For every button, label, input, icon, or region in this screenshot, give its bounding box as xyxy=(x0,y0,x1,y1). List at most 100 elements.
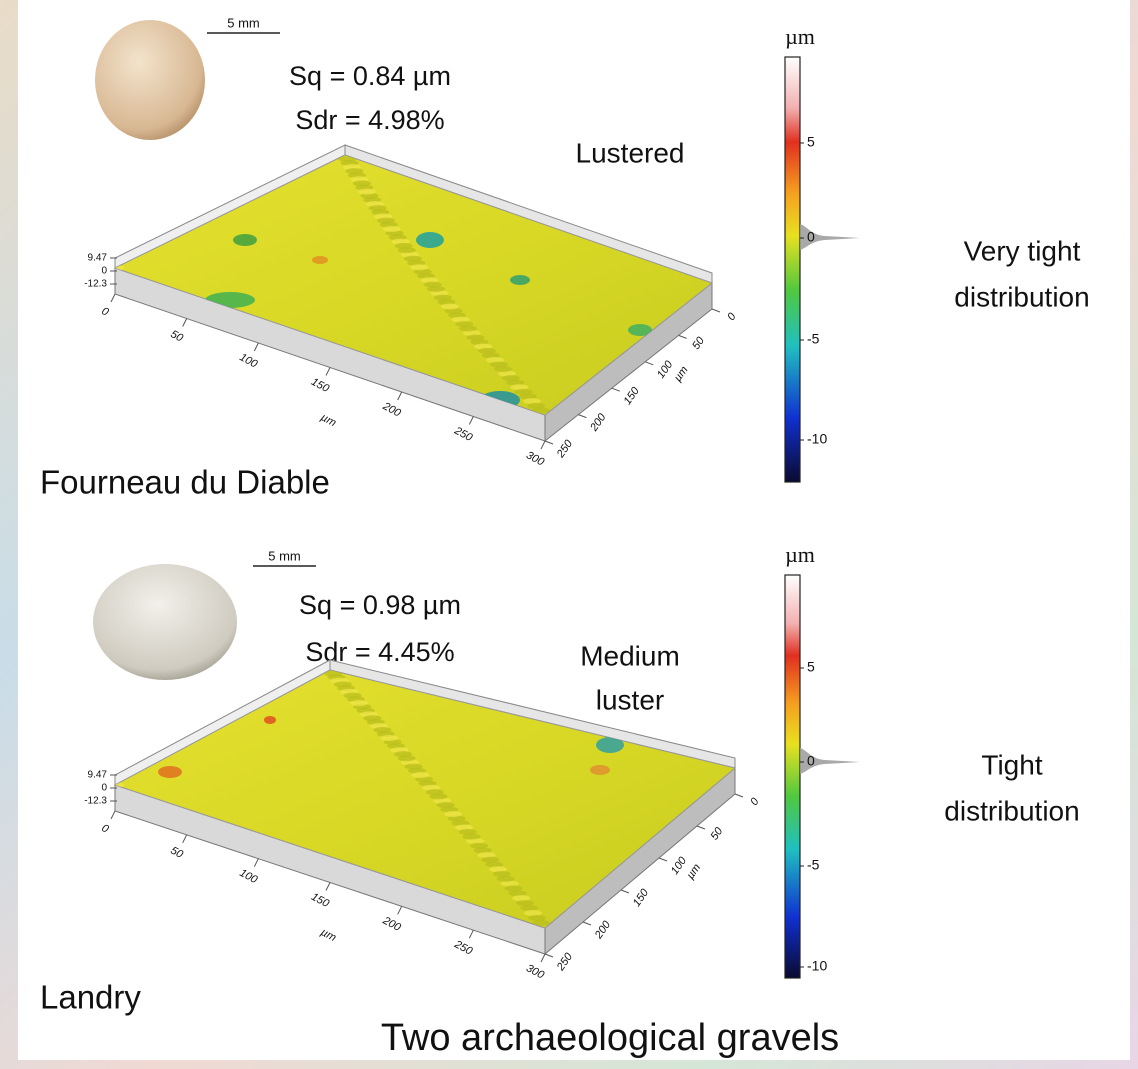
colorbar-tick-label: -10 xyxy=(807,958,827,974)
surface-fleck xyxy=(368,205,387,212)
caption: Two archaeological gravels xyxy=(381,1017,839,1059)
surface-fleck xyxy=(500,880,519,887)
z-tick-label: 0 xyxy=(101,266,107,277)
surface-fleck xyxy=(426,285,445,292)
y-tick xyxy=(678,334,687,339)
surface-fleck xyxy=(382,226,401,233)
sq-value: Sq = 0.84 µm xyxy=(289,61,451,91)
height-distribution xyxy=(800,748,860,774)
sdr-value: Sdr = 4.98% xyxy=(295,105,444,135)
x-tick xyxy=(468,929,474,939)
y-tick xyxy=(544,440,554,445)
surface xyxy=(113,669,737,929)
x-tick xyxy=(110,293,116,303)
scale-bar-label: 5 mm xyxy=(227,15,260,30)
surface-fleck xyxy=(518,393,537,400)
pebble-photo xyxy=(95,20,205,140)
colorbar-tick-label: -5 xyxy=(807,857,820,873)
y-tick xyxy=(734,793,744,798)
surface-feature xyxy=(158,766,182,778)
distribution-label: distribution xyxy=(954,281,1089,312)
surface-fleck xyxy=(520,905,539,911)
surface-feature xyxy=(510,275,530,285)
sq-value: Sq = 0.98 µm xyxy=(299,590,461,620)
y-tick xyxy=(620,889,630,894)
surface-feature xyxy=(590,765,610,775)
surface-fleck xyxy=(470,842,489,849)
x-tick xyxy=(540,953,546,963)
luster-label: Lustered xyxy=(576,137,685,168)
surface-fleck xyxy=(345,168,364,175)
x-tick xyxy=(325,367,331,376)
colorbar xyxy=(784,574,801,979)
colorbar-unit: µm xyxy=(785,24,815,49)
surface-fleck xyxy=(492,870,511,877)
x-tick xyxy=(182,318,188,327)
surface-fleck xyxy=(115,265,124,271)
surface-feature xyxy=(596,737,624,753)
surface-fleck xyxy=(478,347,497,354)
surface-fleck xyxy=(528,914,547,921)
surface-fleck xyxy=(363,715,382,722)
surface-fleck xyxy=(458,829,477,835)
surface-fleck xyxy=(485,861,504,868)
x-tick xyxy=(397,906,403,915)
surface-fleck xyxy=(504,885,523,892)
site-name: Landry xyxy=(40,979,141,1016)
colorbar xyxy=(784,56,801,483)
colorbar-tick-label: -10 xyxy=(807,431,827,447)
y-tick xyxy=(582,921,592,926)
distribution-label: Very tight xyxy=(964,235,1081,266)
x-tick-label: 0 xyxy=(100,822,112,836)
surface-fleck xyxy=(397,247,416,254)
surface-fleck xyxy=(489,361,508,368)
colorbar-tick-label: 5 xyxy=(807,134,815,150)
surface-fleck xyxy=(474,343,493,350)
z-tick-label: 0 xyxy=(101,783,107,794)
y-tick xyxy=(696,825,706,830)
y-tick xyxy=(611,387,620,392)
surface-fleck xyxy=(333,681,352,688)
distribution-label: distribution xyxy=(944,795,1079,826)
surface-fleck xyxy=(481,352,500,359)
pebble-photo xyxy=(93,564,237,680)
x-tick xyxy=(468,416,474,425)
surface-fleck xyxy=(473,847,492,854)
surface-fleck xyxy=(357,188,376,195)
luster-label: luster xyxy=(596,684,664,715)
colorbar-tick-label: 0 xyxy=(807,753,815,769)
surface-fleck xyxy=(411,771,430,778)
z-tick-label: -12.3 xyxy=(84,279,107,290)
luster-label: Medium xyxy=(580,640,680,671)
surface-fleck xyxy=(429,793,448,800)
x-tick xyxy=(182,834,188,844)
z-tick-label: 9.47 xyxy=(88,770,108,781)
y-tick xyxy=(711,308,721,313)
surface-feature xyxy=(312,256,328,264)
x-tick xyxy=(540,440,546,450)
y-tick xyxy=(658,857,668,862)
surface-texture xyxy=(115,670,624,928)
x-tick xyxy=(110,810,116,820)
surface-fleck xyxy=(523,398,542,405)
surface-fleck xyxy=(481,856,500,863)
surface-fleck xyxy=(524,909,543,916)
surface-fleck xyxy=(493,366,512,373)
x-tick xyxy=(325,882,331,891)
z-tick-label: -12.3 xyxy=(84,796,107,807)
x-tick xyxy=(253,342,259,352)
surface-fleck xyxy=(508,890,527,897)
surface-fleck xyxy=(440,303,459,310)
surface-fleck xyxy=(497,370,516,377)
surface-fleck xyxy=(459,325,478,332)
surface-fleck xyxy=(527,402,546,409)
colorbar-tick-label: 5 xyxy=(807,659,815,675)
surface-feature xyxy=(233,234,257,246)
surface-fleck xyxy=(455,824,474,831)
surface-fleck xyxy=(496,875,515,882)
distribution-label: Tight xyxy=(981,749,1042,780)
surface-fleck xyxy=(506,379,525,386)
surface-fleck xyxy=(451,819,470,826)
surface-fleck xyxy=(466,838,485,845)
